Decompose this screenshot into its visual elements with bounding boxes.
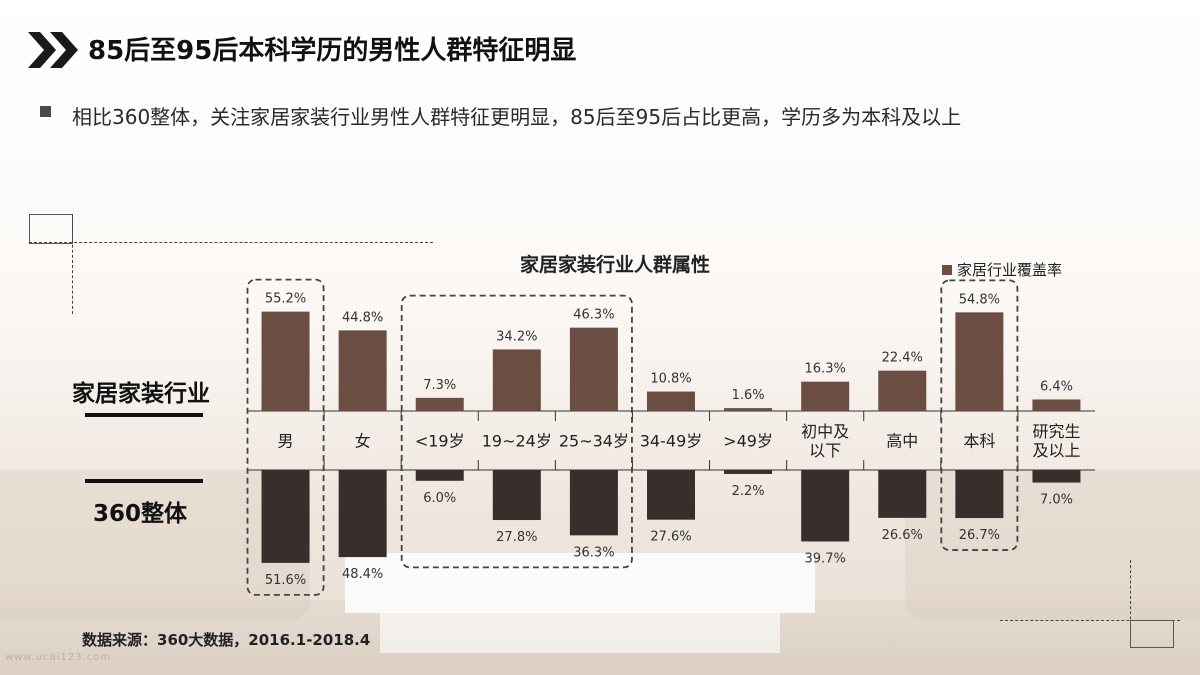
background-sofa-right <box>905 470 1200 620</box>
data-label-overall: 26.6% <box>882 528 923 543</box>
category-label: 及以上 <box>1032 441 1080 460</box>
category-label: 高中 <box>886 432 918 451</box>
data-label-overall: 39.7% <box>805 551 846 566</box>
bar-industry <box>492 349 541 411</box>
bar-overall <box>955 470 1004 519</box>
data-label-overall: 27.8% <box>496 530 537 545</box>
category-label: 初中及 <box>801 422 849 441</box>
chart-legend: 家居行业覆盖率 <box>942 259 1062 280</box>
chevron-right-icon <box>28 32 78 68</box>
category-label: 34-49岁 <box>640 432 703 451</box>
data-label-overall: 2.2% <box>732 484 765 499</box>
category-label: <19岁 <box>415 432 465 451</box>
bar-overall <box>647 470 695 520</box>
background-table <box>345 553 815 613</box>
bar-overall <box>261 470 310 563</box>
bar-overall <box>569 470 618 536</box>
data-label-overall: 26.7% <box>959 528 1000 543</box>
summary-text: 相比360整体，关注家居家装行业男性人群特征更明显，85后至95后占比更高，学历… <box>72 105 962 129</box>
category-label: 女 <box>355 432 371 451</box>
data-label-overall: 6.0% <box>423 491 456 506</box>
data-label-industry: 22.4% <box>882 351 923 366</box>
bar-industry <box>878 370 927 411</box>
bar-industry <box>724 408 773 411</box>
category-label: 25~34岁 <box>559 432 629 451</box>
legend-label: 家居行业覆盖率 <box>957 261 1063 279</box>
data-label-industry: 46.3% <box>573 308 614 323</box>
bar-overall <box>878 470 927 518</box>
bullet-icon <box>40 106 51 117</box>
data-label-industry: 55.2% <box>265 292 306 307</box>
page-title: 85后至95后本科学历的男性人群特征明显 <box>88 36 577 66</box>
chart-title: 家居家装行业人群属性 <box>520 254 711 276</box>
row-label-underline <box>85 413 203 417</box>
bar-overall <box>415 470 464 481</box>
bar-overall <box>338 470 387 558</box>
data-label-industry: 7.3% <box>423 378 456 393</box>
data-label-industry: 16.3% <box>805 362 846 377</box>
data-label-industry: 1.6% <box>732 388 765 403</box>
bar-overall <box>724 470 773 474</box>
bar-industry <box>647 391 695 411</box>
category-label: >49岁 <box>723 432 773 451</box>
bar-industry <box>1032 399 1081 411</box>
data-label-industry: 10.8% <box>650 372 691 387</box>
decorative-dashed-line <box>29 242 433 243</box>
data-label-industry: 6.4% <box>1040 379 1073 394</box>
data-source: 数据来源：360大数据，2016.1-2018.4 <box>82 631 371 649</box>
bar-industry <box>261 311 310 411</box>
data-label-industry: 54.8% <box>959 292 1000 307</box>
category-label: 本科 <box>963 432 995 451</box>
bar-industry <box>415 397 464 411</box>
bar-overall <box>492 470 541 521</box>
background-table-base <box>380 613 780 653</box>
category-label: 以下 <box>809 441 841 460</box>
decorative-dashed-line-bottom <box>1000 620 1180 621</box>
bar-industry <box>338 330 387 411</box>
legend-swatch <box>942 264 952 275</box>
data-label-overall: 51.6% <box>265 573 306 588</box>
watermark: www.ucai123.com <box>5 652 112 663</box>
bar-overall <box>801 470 850 542</box>
data-label-overall: 7.0% <box>1040 493 1073 508</box>
row-label-industry: 家居家装行业 <box>72 381 210 407</box>
decorative-dashed-line-vertical <box>72 214 73 314</box>
highlight-box <box>400 294 633 569</box>
row-label-overline <box>85 479 203 483</box>
row-label-overall: 360整体 <box>93 501 188 527</box>
data-label-industry: 44.8% <box>342 310 383 325</box>
decorative-dashed-line-bottom-vertical <box>1130 560 1131 645</box>
bar-industry <box>569 327 618 411</box>
data-label-overall: 27.6% <box>650 530 691 545</box>
data-label-overall: 48.4% <box>342 567 383 582</box>
highlight-box <box>940 279 1019 551</box>
category-label: 研究生 <box>1032 422 1080 441</box>
data-label-industry: 34.2% <box>496 329 537 344</box>
bar-overall <box>1032 470 1081 483</box>
category-label: 男 <box>278 432 294 451</box>
data-label-overall: 36.3% <box>573 545 614 560</box>
highlight-box <box>246 278 325 596</box>
bar-industry <box>801 381 850 411</box>
category-label: 19~24岁 <box>482 432 552 451</box>
decorative-frame-box-bottom <box>1130 620 1174 648</box>
bar-industry <box>955 312 1004 411</box>
